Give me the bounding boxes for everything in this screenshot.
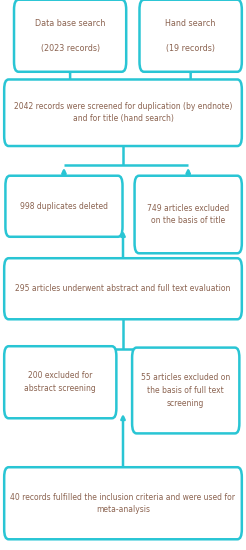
FancyBboxPatch shape [139, 0, 242, 72]
FancyBboxPatch shape [135, 176, 242, 253]
FancyBboxPatch shape [132, 348, 239, 433]
Text: Hand search

(19 records): Hand search (19 records) [166, 19, 216, 53]
Text: 200 excluded for
abstract screening: 200 excluded for abstract screening [24, 371, 96, 393]
Text: 749 articles excluded
on the basis of title: 749 articles excluded on the basis of ti… [147, 204, 229, 226]
Text: Data base search

(2023 records): Data base search (2023 records) [35, 19, 105, 53]
FancyBboxPatch shape [5, 176, 123, 236]
Text: 295 articles underwent abstract and full text evaluation: 295 articles underwent abstract and full… [15, 284, 231, 293]
FancyBboxPatch shape [14, 0, 126, 72]
FancyBboxPatch shape [4, 258, 242, 319]
Text: 55 articles excluded on
the basis of full text
screening: 55 articles excluded on the basis of ful… [141, 373, 230, 408]
Text: 40 records fulfilled the inclusion criteria and were used for
meta-analysis: 40 records fulfilled the inclusion crite… [11, 492, 235, 514]
Text: 2042 records were screened for duplication (by endnote)
and for title (hand sear: 2042 records were screened for duplicati… [14, 102, 232, 124]
Text: 998 duplicates deleted: 998 duplicates deleted [20, 202, 108, 211]
FancyBboxPatch shape [4, 467, 242, 539]
FancyBboxPatch shape [4, 79, 242, 146]
FancyBboxPatch shape [4, 346, 116, 418]
